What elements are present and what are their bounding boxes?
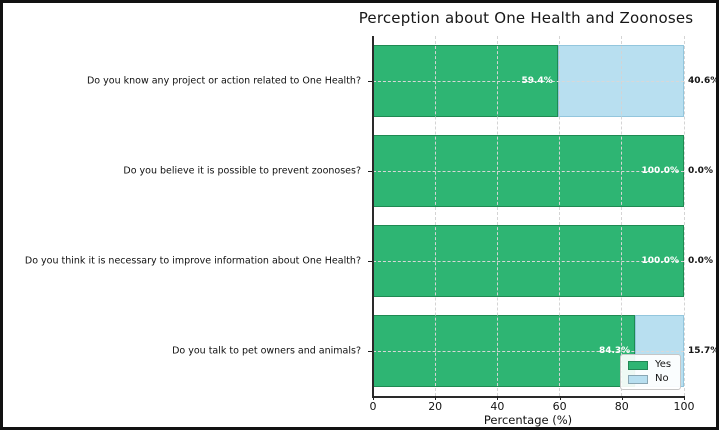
- y-tick-mark: [368, 261, 373, 262]
- legend-label: Yes: [655, 359, 672, 370]
- plot-area: 59.4% 40.6% 100.0% 0.0% 100.0% 0.0% 84.3% 15.7%: [372, 36, 716, 396]
- x-tick-label: 100: [673, 400, 695, 413]
- y-gridline: [373, 170, 684, 172]
- value-label-inside: 84.3%: [598, 346, 631, 356]
- x-tick-label: 20: [428, 400, 443, 413]
- x-gridline: [621, 36, 623, 396]
- x-tick-mark: [435, 396, 437, 400]
- y-axis-spine: [372, 36, 374, 397]
- y-tick-mark: [368, 351, 373, 352]
- x-tick-label: 0: [369, 400, 377, 413]
- y-tick-mark: [368, 171, 373, 172]
- category-label: Do you believe it is possible to prevent…: [123, 165, 361, 177]
- value-label-outside: 40.6%: [688, 76, 719, 86]
- chart-title: Perception about One Health and Zoonoses: [358, 9, 694, 27]
- y-gridline: [373, 80, 684, 82]
- category-label: Do you know any project or action relate…: [86, 75, 361, 87]
- y-tick-mark: [368, 81, 373, 82]
- x-gridline: [496, 36, 498, 396]
- value-label-inside: 100.0%: [641, 166, 680, 176]
- x-gridline: [559, 36, 561, 396]
- x-tick-mark: [497, 396, 499, 400]
- legend-entry-yes: Yes: [628, 360, 671, 370]
- x-gridline: [683, 36, 685, 396]
- x-axis-label: Percentage (%): [483, 413, 573, 427]
- legend: Yes No: [620, 354, 682, 390]
- y-gridline: [373, 350, 684, 352]
- x-tick-mark: [559, 396, 561, 400]
- value-label-outside: 15.7%: [688, 346, 719, 356]
- value-label-inside: 59.4%: [521, 76, 553, 86]
- x-tick-label: 60: [552, 400, 567, 413]
- x-axis-spine: [372, 396, 685, 398]
- y-gridline: [373, 260, 684, 262]
- legend-entry-no: No: [628, 374, 671, 384]
- x-gridline: [434, 36, 436, 396]
- value-label-outside: 0.0%: [688, 256, 713, 266]
- x-tick-label: 80: [614, 400, 629, 413]
- legend-swatch-no: [628, 374, 648, 384]
- x-tick-mark: [621, 396, 623, 400]
- category-label: Do you talk to pet owners and animals?: [172, 345, 361, 357]
- value-label-inside: 100.0%: [641, 256, 680, 266]
- x-tick-mark: [373, 396, 374, 400]
- value-label-outside: 0.0%: [688, 166, 713, 176]
- x-tick-label: 40: [490, 400, 505, 413]
- x-tick-mark: [684, 396, 685, 400]
- category-label: Do you think it is necessary to improve …: [24, 255, 361, 267]
- legend-swatch-yes: [628, 360, 648, 370]
- legend-label: No: [655, 373, 669, 384]
